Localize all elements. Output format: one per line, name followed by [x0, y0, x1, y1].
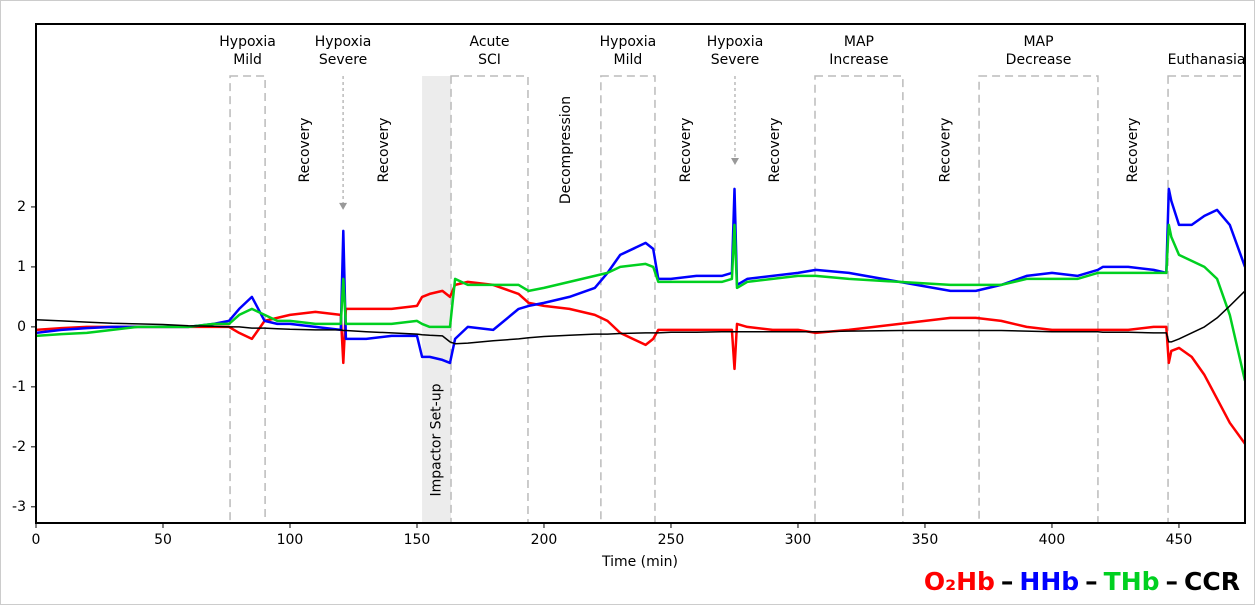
phase-vertical-label: Recovery — [678, 118, 694, 183]
phase-vertical-label: Recovery — [376, 118, 392, 183]
series-line — [36, 290, 1245, 345]
x-tick-label: 150 — [404, 532, 431, 548]
x-tick-label: 300 — [785, 532, 812, 548]
x-tick-label: 50 — [154, 532, 172, 548]
arrow-head — [339, 202, 348, 210]
x-tick-label: 200 — [531, 532, 558, 548]
phase-vertical-label: Recovery — [767, 118, 783, 183]
phase-label: Acute — [469, 34, 509, 50]
phase-label: MAP — [1023, 34, 1053, 50]
phase-vertical-label: Recovery — [1125, 118, 1141, 183]
phase-label: Severe — [711, 52, 759, 68]
phase-label: MAP — [844, 34, 874, 50]
phase-label: Decrease — [1006, 52, 1072, 68]
series-line — [36, 187, 1245, 365]
phase-box — [600, 75, 656, 524]
x-tick-label: 100 — [277, 532, 304, 548]
legend: O₂Hb – HHb – THb – CCR — [924, 567, 1240, 596]
legend-entry: HHb — [1019, 567, 1079, 596]
phase-label: Euthanasia — [1168, 52, 1246, 68]
x-axis-title: Time (min) — [601, 554, 678, 570]
phase-label: Increase — [829, 52, 888, 68]
legend-entry: CCR — [1184, 567, 1240, 596]
legend-entry: THb — [1104, 567, 1160, 596]
y-tick-label: 0 — [17, 319, 26, 335]
y-tick-label: -3 — [12, 499, 26, 515]
x-tick-label: 450 — [1166, 532, 1193, 548]
band-label: Impactor Set-up — [429, 383, 445, 496]
x-tick-label: 350 — [912, 532, 939, 548]
plot-area — [36, 187, 1245, 445]
phase-label: Hypoxia — [707, 34, 764, 50]
legend-entry: O₂Hb — [924, 567, 995, 596]
phase-label: SCI — [478, 52, 501, 68]
y-tick-label: -2 — [12, 439, 26, 455]
plot-frame — [35, 23, 1246, 524]
phase-label: Hypoxia — [315, 34, 372, 50]
phase-label: Severe — [319, 52, 367, 68]
y-tick-label: 2 — [17, 199, 26, 215]
x-tick-label: 400 — [1039, 532, 1066, 548]
y-tick-label: 1 — [17, 259, 26, 275]
y-tick-label: -1 — [12, 379, 26, 395]
phase-vertical-label: Recovery — [937, 118, 953, 183]
phase-label: Hypoxia — [600, 34, 657, 50]
phase-vertical-label: Recovery — [297, 118, 313, 183]
phase-label: Hypoxia — [219, 34, 276, 50]
arrow-head — [730, 157, 739, 165]
impactor-band — [422, 76, 452, 523]
legend-separator: – — [1166, 567, 1179, 596]
legend-separator: – — [1001, 567, 1014, 596]
phase-label: Mild — [233, 52, 262, 68]
phase-vertical-label: Decompression — [558, 96, 574, 204]
x-tick-label: 250 — [658, 532, 685, 548]
phase-label: Mild — [614, 52, 643, 68]
legend-separator: – — [1085, 567, 1098, 596]
series-line — [36, 223, 1245, 382]
x-tick-label: 0 — [32, 532, 41, 548]
